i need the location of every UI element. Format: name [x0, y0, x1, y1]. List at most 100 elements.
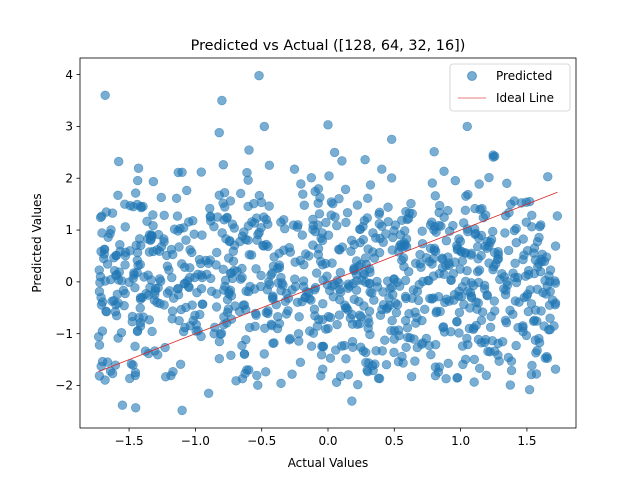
scatter-point	[503, 245, 514, 256]
scatter-point	[218, 160, 229, 170]
scatter-point	[543, 172, 553, 182]
scatter-point	[195, 309, 205, 320]
scatter-point	[363, 323, 373, 333]
y-tick-label: 3	[65, 120, 73, 134]
scatter-point	[239, 300, 250, 310]
scatter-point	[259, 121, 270, 132]
scatter-point	[528, 316, 539, 326]
scatter-point	[164, 265, 174, 275]
scatter-point	[439, 166, 449, 176]
scatter-point	[299, 200, 309, 210]
scatter-point	[321, 217, 331, 228]
scatter-point	[392, 300, 403, 310]
scatter-point	[211, 289, 222, 299]
scatter-point	[441, 373, 451, 384]
scatter-point	[156, 192, 166, 203]
scatter-point	[159, 210, 169, 221]
scatter-point	[362, 213, 373, 223]
scatter-point	[194, 254, 205, 265]
scatter-point	[486, 311, 496, 322]
scatter-point	[511, 340, 521, 351]
scatter-point	[482, 236, 492, 247]
scatter-point	[404, 208, 415, 218]
scatter-point	[334, 245, 345, 255]
scatter-point	[127, 317, 137, 327]
scatter-point	[276, 217, 286, 227]
legend-label-ideal-line: Ideal Line	[496, 91, 554, 105]
scatter-point	[306, 173, 317, 183]
scatter-point	[94, 286, 105, 297]
scatter-point	[448, 220, 458, 231]
scatter-point	[474, 363, 485, 373]
scatter-point	[536, 220, 546, 230]
scatter-point	[218, 198, 228, 208]
scatter-point	[113, 156, 124, 167]
scatter-point	[509, 196, 519, 206]
scatter-point	[134, 312, 144, 323]
scatter-point	[306, 341, 317, 351]
scatter-point	[298, 189, 308, 199]
scatter-point	[126, 359, 137, 369]
scatter-point	[264, 277, 274, 287]
scatter-point	[335, 371, 346, 382]
scatter-point	[342, 207, 353, 218]
scatter-point	[294, 336, 304, 346]
scatter-point	[519, 250, 529, 260]
scatter-point	[460, 276, 471, 287]
scatter-point	[182, 185, 192, 196]
scatter-point	[500, 228, 510, 238]
scatter-point	[130, 282, 140, 293]
scatter-point	[355, 310, 365, 320]
scatter-point	[410, 307, 420, 317]
scatter-point	[147, 326, 157, 337]
scatter-point	[252, 235, 262, 245]
scatter-point	[343, 370, 354, 380]
scatter-point	[490, 346, 500, 356]
scatter-point	[406, 198, 416, 209]
scatter-point	[131, 403, 141, 413]
scatter-point	[415, 259, 425, 269]
scatter-point	[355, 319, 365, 329]
scatter-point	[371, 346, 381, 356]
scatter-point	[477, 203, 487, 214]
scatter-point	[462, 121, 472, 132]
scatter-point	[459, 299, 469, 310]
y-tick-label: −2	[55, 379, 73, 393]
scatter-point	[294, 312, 304, 322]
scatter-point	[308, 328, 319, 338]
y-tick-label: −1	[55, 327, 73, 341]
scatter-point	[457, 341, 468, 351]
scatter-point	[471, 320, 481, 331]
scatter-point	[430, 339, 441, 350]
scatter-point	[263, 306, 273, 316]
scatter-point	[297, 230, 307, 240]
scatter-point	[494, 356, 504, 366]
scatter-point	[188, 216, 198, 226]
scatter-point	[370, 359, 380, 369]
scatter-point	[185, 245, 195, 255]
scatter-point	[254, 70, 264, 81]
scatter-point	[153, 283, 163, 293]
scatter-point	[389, 274, 399, 284]
scatter-point	[368, 228, 378, 238]
scatter-point	[323, 311, 334, 322]
scatter-point	[396, 242, 406, 252]
scatter-point	[219, 188, 230, 198]
x-tick-label: −0.5	[247, 434, 276, 448]
scatter-point	[218, 264, 228, 274]
scatter-point	[365, 180, 376, 190]
scatter-point	[425, 293, 435, 304]
scatter-point	[328, 292, 338, 302]
scatter-point	[386, 325, 396, 336]
scatter-point	[316, 350, 327, 360]
legend-box	[449, 63, 571, 112]
scatter-point	[511, 223, 521, 234]
scatter-point	[102, 357, 113, 367]
scatter-point	[542, 351, 552, 362]
scatter-point	[196, 167, 206, 177]
scatter-point	[510, 296, 521, 306]
scatter-point	[435, 306, 445, 317]
scatter-point	[101, 207, 112, 217]
scatter-point	[254, 190, 265, 201]
scatter-point	[443, 358, 453, 369]
